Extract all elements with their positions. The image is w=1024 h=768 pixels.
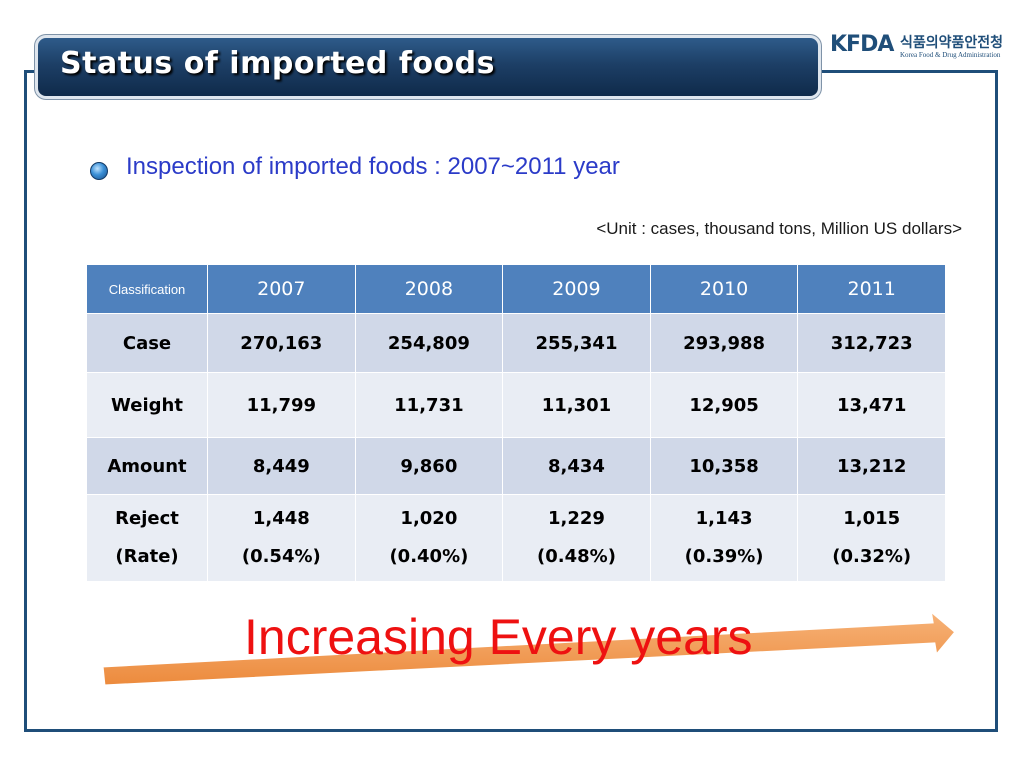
reject-count: 1,448 bbox=[252, 508, 310, 529]
logo-mark: KFDA bbox=[830, 32, 894, 57]
table-cell: 1,229 (0.48%) bbox=[502, 494, 651, 582]
increasing-arrow-icon bbox=[100, 606, 959, 688]
header-year: 2011 bbox=[797, 264, 946, 314]
table-cell: 13,212 bbox=[797, 437, 946, 495]
table-cell: 8,434 bbox=[502, 437, 651, 495]
row-label-line1: Reject bbox=[115, 508, 179, 529]
header-year: 2010 bbox=[649, 264, 799, 314]
header-year: 2007 bbox=[207, 264, 356, 314]
reject-rate: (0.48%) bbox=[537, 546, 616, 567]
kfda-logo: KFDA 식품의약품안전청 Korea Food & Drug Administ… bbox=[830, 30, 1005, 66]
header-year: 2009 bbox=[502, 264, 651, 314]
logo-korean-name: 식품의약품안전청 bbox=[900, 34, 1004, 50]
slide-frame bbox=[24, 70, 998, 732]
reject-count: 1,020 bbox=[400, 508, 458, 529]
table-cell: 11,301 bbox=[502, 372, 651, 438]
table-cell: 8,449 bbox=[207, 437, 356, 495]
reject-count: 1,229 bbox=[548, 508, 605, 529]
table-header-row: Classification 2007 2008 2009 2010 2011 bbox=[86, 264, 946, 314]
reject-rate: (0.39%) bbox=[684, 546, 764, 567]
reject-count: 1,143 bbox=[695, 508, 753, 529]
table-cell: 13,471 bbox=[797, 372, 946, 438]
page-title: Status of imported foods bbox=[60, 46, 495, 81]
frame-edge-left bbox=[24, 70, 38, 73]
table-cell: 1,143 (0.39%) bbox=[649, 494, 799, 582]
row-label: Weight bbox=[86, 372, 208, 438]
reject-rate: (0.54%) bbox=[241, 546, 321, 567]
header-year: 2008 bbox=[354, 264, 504, 314]
row-label: Amount bbox=[86, 437, 208, 495]
table-cell: 11,799 bbox=[207, 372, 356, 438]
bullet-icon bbox=[90, 162, 108, 180]
imported-foods-table: Classification 2007 2008 2009 2010 2011 … bbox=[86, 264, 946, 582]
table-cell: 11,731 bbox=[354, 372, 504, 438]
reject-rate: (0.32%) bbox=[832, 546, 912, 567]
table-cell: 312,723 bbox=[797, 313, 946, 373]
title-bar: Status of imported foods bbox=[38, 38, 818, 96]
table-cell: 1,015 (0.32%) bbox=[797, 494, 946, 582]
table-cell: 12,905 bbox=[649, 372, 799, 438]
frame-edge-right bbox=[818, 70, 998, 73]
table-cell: 293,988 bbox=[649, 313, 799, 373]
table-row-weight: Weight 11,799 11,731 11,301 12,905 13,47… bbox=[86, 372, 946, 438]
row-label: Reject (Rate) bbox=[86, 494, 208, 582]
reject-count: 1,015 bbox=[843, 508, 901, 529]
logo-english-name: Korea Food & Drug Administration bbox=[900, 51, 1001, 59]
bullet-text: Inspection of imported foods : 2007~2011… bbox=[126, 153, 620, 180]
table-row-amount: Amount 8,449 9,860 8,434 10,358 13,212 bbox=[86, 437, 946, 495]
table-row-case: Case 270,163 254,809 255,341 293,988 312… bbox=[86, 313, 946, 373]
table-cell: 254,809 bbox=[354, 313, 504, 373]
table-cell: 255,341 bbox=[502, 313, 651, 373]
header-classification: Classification bbox=[86, 264, 208, 314]
row-label-line2: (Rate) bbox=[115, 546, 179, 567]
table-row-reject: Reject (Rate) 1,448 (0.54%) 1,020 (0.40%… bbox=[86, 494, 946, 582]
table-cell: 9,860 bbox=[354, 437, 504, 495]
table-cell: 270,163 bbox=[207, 313, 356, 373]
table-cell: 1,020 (0.40%) bbox=[354, 494, 504, 582]
increasing-callout: Increasing Every years bbox=[244, 609, 753, 665]
arrow-shape bbox=[100, 606, 959, 688]
row-label: Case bbox=[86, 313, 208, 373]
table-cell: 10,358 bbox=[649, 437, 799, 495]
table-cell: 1,448 (0.54%) bbox=[207, 494, 356, 582]
reject-rate: (0.40%) bbox=[389, 546, 469, 567]
unit-note: <Unit : cases, thousand tons, Million US… bbox=[596, 219, 962, 238]
